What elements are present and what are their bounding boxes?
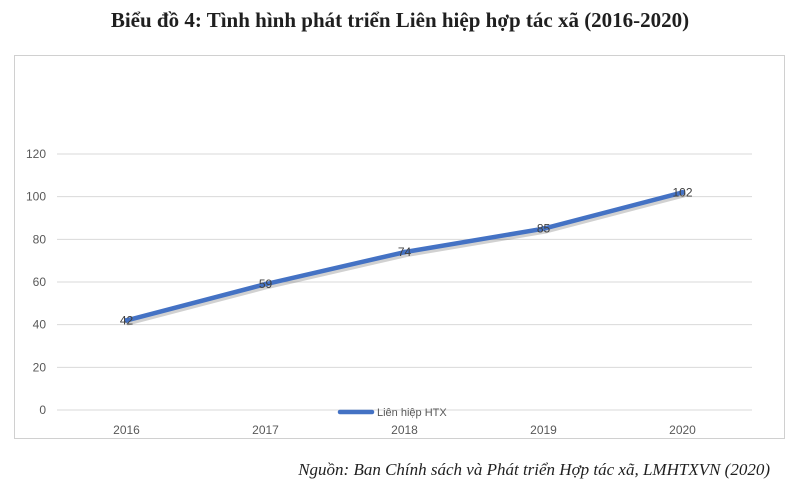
y-tick-label: 40 bbox=[33, 318, 47, 332]
data-point bbox=[124, 317, 129, 323]
data-label: 102 bbox=[672, 185, 692, 199]
y-tick-label: 0 bbox=[39, 403, 46, 417]
data-point bbox=[541, 226, 546, 232]
y-tick-label: 100 bbox=[26, 190, 46, 204]
chart-title: Biểu đồ 4: Tình hình phát triển Liên hiệ… bbox=[110, 8, 690, 32]
data-label: 74 bbox=[398, 245, 412, 259]
series-line-shadow bbox=[125, 192, 687, 326]
x-tick-label: 2017 bbox=[252, 423, 279, 437]
y-tick-label: 60 bbox=[33, 275, 47, 289]
x-tick-label: 2020 bbox=[669, 423, 696, 437]
y-tick-label: 120 bbox=[26, 147, 46, 161]
x-tick-label: 2019 bbox=[530, 423, 557, 437]
data-point bbox=[263, 281, 268, 287]
y-tick-label: 80 bbox=[33, 232, 47, 246]
data-point bbox=[680, 189, 685, 195]
source-note: Nguồn: Ban Chính sách và Phát triển Hợp … bbox=[298, 460, 770, 479]
legend-label: Liên hiệp HTX bbox=[377, 407, 447, 419]
chart-area bbox=[14, 55, 785, 439]
x-tick-label: 2018 bbox=[391, 423, 418, 437]
data-label: 59 bbox=[259, 277, 273, 291]
data-label: 42 bbox=[120, 313, 134, 327]
x-tick-label: 2016 bbox=[113, 423, 140, 437]
y-tick-label: 20 bbox=[33, 360, 47, 374]
data-label: 85 bbox=[537, 222, 551, 236]
data-point bbox=[402, 249, 407, 255]
